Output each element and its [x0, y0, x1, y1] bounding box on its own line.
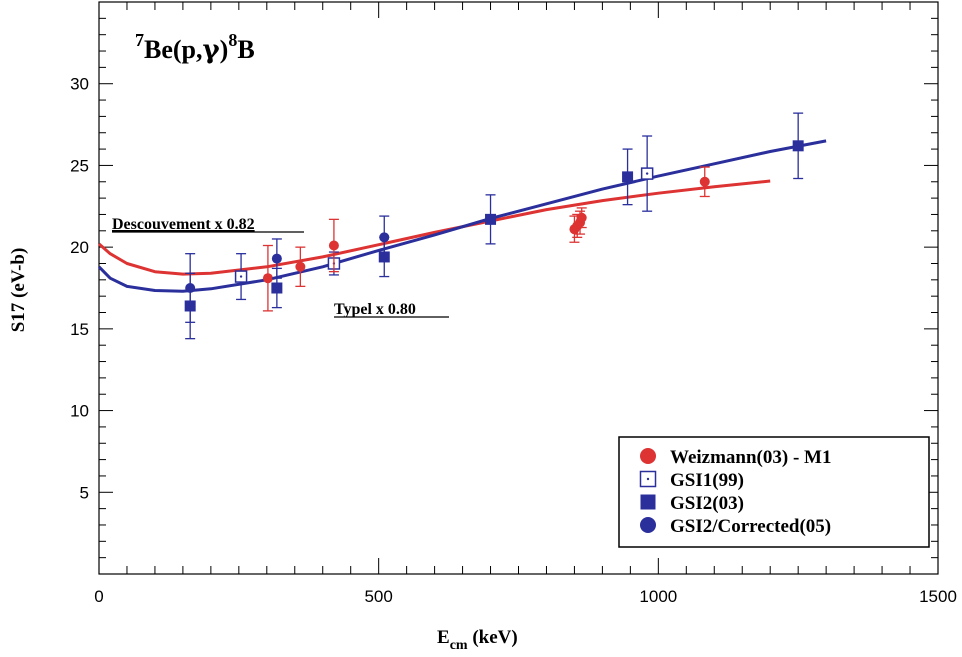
model-curves — [97, 139, 827, 293]
x-tick-label: 500 — [364, 587, 392, 606]
y-tick-label: 15 — [70, 320, 89, 339]
data-point — [622, 171, 634, 183]
x-axis-label-unit: (keV) — [468, 627, 518, 648]
annotation-descouvemont: Descouvement x 0.82 — [112, 216, 255, 233]
x-tick-label: 1000 — [639, 587, 677, 606]
data-point — [328, 240, 339, 251]
legend-label: Weizmann(03) - M1 — [670, 447, 831, 468]
legend-marker — [640, 494, 656, 510]
data-point — [185, 283, 196, 293]
data-point — [792, 140, 804, 152]
y-tick-label: 5 — [80, 483, 89, 502]
chart-title: 7Be(p,γ)8B — [135, 30, 255, 65]
y-axis-label: S17 (eV-b) — [8, 248, 29, 333]
data-point — [295, 261, 306, 272]
data-point — [379, 232, 390, 243]
title-b: B — [237, 35, 254, 64]
legend-marker-dot — [646, 477, 650, 481]
data-point — [485, 213, 497, 225]
y-tick-label: 20 — [70, 238, 89, 257]
title-sup-8: 8 — [228, 30, 237, 50]
x-tick-label: 1500 — [919, 587, 957, 606]
data-point — [271, 253, 282, 264]
legend-box — [618, 436, 930, 548]
title-sup-7: 7 — [135, 30, 144, 50]
y-tick-label: 25 — [70, 156, 89, 175]
x-axis-label: Ecm (keV) — [437, 627, 518, 653]
data-point — [271, 282, 283, 294]
legend-marker — [640, 448, 656, 464]
x-axis-label-main: E — [437, 627, 450, 648]
annotation-typel: Typel x 0.80 — [334, 301, 416, 318]
y-tick-label: 30 — [70, 75, 89, 94]
title-gamma: γ — [203, 35, 221, 65]
title-be: Be(p, — [144, 35, 203, 64]
legend-label: GSI2(03) — [670, 493, 744, 514]
title-close: ) — [220, 35, 229, 64]
legend-label: GSI2/Corrected(05) — [670, 516, 831, 537]
data-points — [184, 112, 804, 340]
curve-typel — [97, 139, 827, 293]
data-point — [262, 273, 273, 284]
x-axis-label-sub: cm — [450, 638, 468, 653]
data-point-dot — [645, 172, 649, 175]
legend-label: GSI1(99) — [670, 470, 744, 491]
data-point — [699, 176, 710, 187]
data-point-dot — [239, 275, 243, 278]
x-tick-label: 0 — [94, 587, 103, 606]
y-tick-label: 10 — [70, 402, 89, 421]
curve-descouvemont — [98, 179, 771, 276]
axis-ticks: 0 500 1000 1500 5 10 15 20 25 30 — [70, 1, 957, 606]
legend-marker — [640, 517, 656, 533]
data-point — [576, 212, 587, 223]
